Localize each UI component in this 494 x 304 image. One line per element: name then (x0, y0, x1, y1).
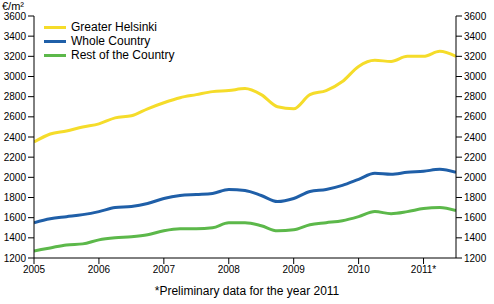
html-text:Whole Country: Whole Country (71, 34, 151, 48)
svg-text:3000: 3000 (8, 71, 26, 82)
svg-text:2600: 2600 (8, 111, 26, 122)
svg-text:1600: 1600 (8, 212, 26, 223)
svg-text:3600: 3600 (8, 11, 26, 22)
svg-text:2009: 2009 (283, 264, 306, 275)
svg-text:3200: 3200 (8, 51, 26, 62)
svg-text:2800: 2800 (464, 91, 486, 102)
svg-text:3400: 3400 (8, 31, 26, 42)
svg-text:1800: 1800 (8, 192, 26, 203)
svg-text:2011*: 2011* (411, 264, 437, 275)
svg-text:2000: 2000 (8, 172, 26, 183)
svg-text:1400: 1400 (464, 232, 486, 243)
html-text:€/m²: €/m² (2, 0, 24, 12)
svg-text:2600: 2600 (464, 111, 486, 122)
svg-text:1200: 1200 (8, 253, 26, 264)
svg-text:2400: 2400 (464, 132, 486, 143)
svg-text:3200: 3200 (464, 51, 486, 62)
svg-text:1200: 1200 (464, 253, 486, 264)
html-text:Rest of the Country: Rest of the Country (71, 48, 175, 62)
svg-text:2010: 2010 (347, 264, 370, 275)
svg-text:2008: 2008 (218, 264, 241, 275)
svg-text:2400: 2400 (8, 132, 26, 143)
svg-text:2006: 2006 (88, 264, 111, 275)
svg-text:3000: 3000 (464, 71, 486, 82)
svg-text:2005: 2005 (23, 264, 46, 275)
html-text:Greater Helsinki: Greater Helsinki (71, 20, 157, 34)
svg-text:2007: 2007 (153, 264, 176, 275)
svg-text:2000: 2000 (464, 172, 486, 183)
svg-text:2200: 2200 (464, 152, 486, 163)
svg-text:1600: 1600 (464, 212, 486, 223)
svg-text:2200: 2200 (8, 152, 26, 163)
svg-text:1400: 1400 (8, 232, 26, 243)
svg-text:3400: 3400 (464, 31, 486, 42)
svg-text:3600: 3600 (464, 11, 486, 22)
svg-text:1800: 1800 (464, 192, 486, 203)
html-text:*Preliminary data for the year: *Preliminary data for the year 2011 (154, 284, 340, 298)
svg-text:2800: 2800 (8, 91, 26, 102)
